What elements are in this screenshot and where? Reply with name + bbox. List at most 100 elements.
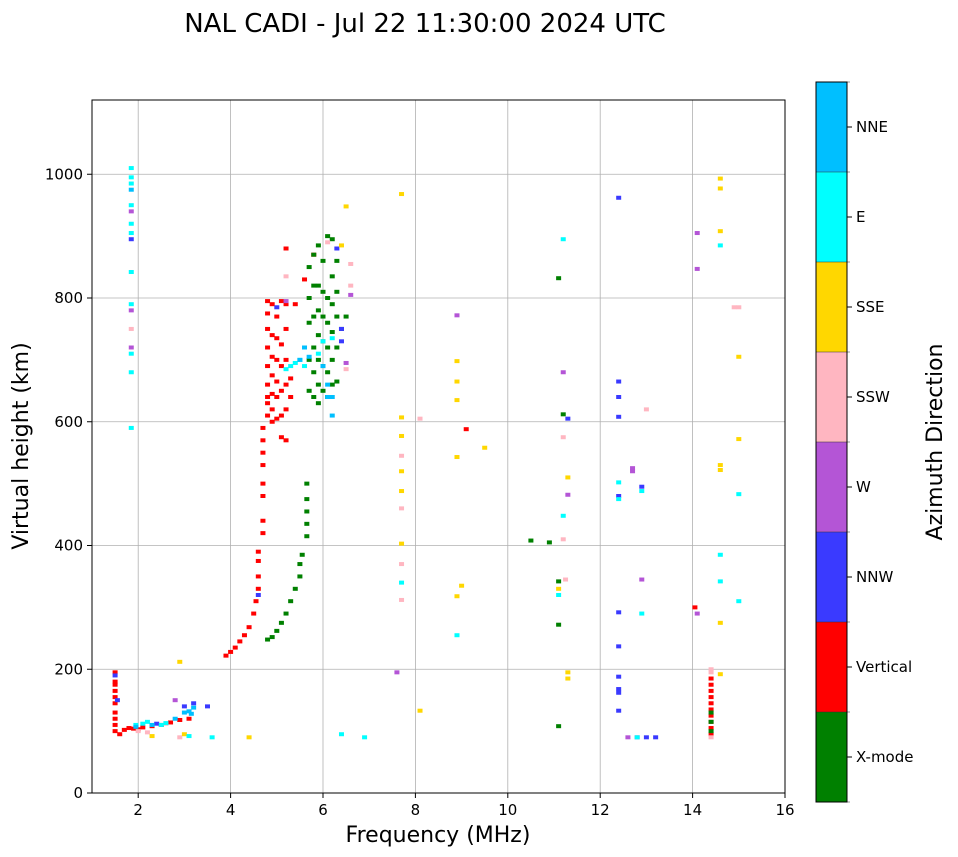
plot-frame bbox=[91, 99, 786, 794]
data-point-x-mode bbox=[334, 314, 340, 319]
data-point-ssw bbox=[708, 670, 714, 675]
data-point-nne bbox=[325, 395, 331, 399]
colorbar-segment bbox=[816, 352, 847, 442]
data-point-x-mode bbox=[528, 538, 534, 543]
data-point-vertical bbox=[708, 732, 714, 737]
data-point-x-mode bbox=[269, 635, 275, 640]
data-point-x-mode bbox=[297, 574, 303, 579]
data-point-e bbox=[128, 370, 134, 375]
data-point-x-mode bbox=[278, 620, 284, 625]
colorbar-tick-label: W bbox=[856, 478, 871, 496]
data-point-sse bbox=[717, 463, 723, 468]
data-point-vertical bbox=[260, 450, 266, 455]
chart-title: NAL CADI - Jul 22 11:30:00 2024 UTC bbox=[184, 9, 666, 39]
y-tick-label: 0 bbox=[73, 784, 83, 802]
data-point-e bbox=[560, 513, 566, 518]
data-point-e bbox=[128, 270, 134, 275]
data-point-x-mode bbox=[320, 258, 326, 263]
data-point-nnw bbox=[616, 674, 622, 679]
colorbar-segment bbox=[816, 712, 847, 802]
data-point-nnw bbox=[643, 735, 649, 740]
data-point-sse bbox=[565, 670, 571, 675]
data-point-e bbox=[362, 735, 368, 740]
data-point-x-mode bbox=[306, 388, 312, 393]
data-point-vertical bbox=[283, 302, 289, 307]
data-point-e bbox=[717, 243, 723, 248]
data-point-vertical bbox=[228, 649, 234, 654]
data-point-x-mode bbox=[315, 283, 321, 288]
data-point-x-mode bbox=[334, 289, 340, 294]
data-point-nnw bbox=[616, 414, 622, 419]
data-point-ssw bbox=[708, 735, 714, 740]
data-point-sse bbox=[556, 586, 562, 591]
data-point-e bbox=[128, 351, 134, 356]
data-point-w bbox=[560, 370, 566, 375]
data-point-nne bbox=[181, 710, 187, 715]
colorbar: X-mode Vertical NNW W SSW SSE E NNE bbox=[815, 81, 913, 803]
data-point-ssw bbox=[399, 506, 405, 511]
data-point-w bbox=[283, 299, 289, 304]
data-point-e bbox=[128, 175, 134, 180]
data-point-x-mode bbox=[274, 628, 280, 633]
data-point-nnw bbox=[114, 698, 120, 703]
data-point-x-mode bbox=[311, 370, 317, 375]
data-point-x-mode bbox=[315, 382, 321, 387]
data-point-w bbox=[343, 360, 349, 365]
data-point-x-mode bbox=[306, 265, 312, 270]
data-point-sse bbox=[181, 732, 187, 737]
data-point-e bbox=[128, 425, 134, 430]
data-point-x-mode bbox=[315, 243, 321, 248]
data-point-e bbox=[338, 732, 344, 737]
data-point-vertical bbox=[278, 342, 284, 347]
data-point-nne bbox=[172, 716, 178, 721]
data-point-e bbox=[717, 579, 723, 584]
data-point-ssw bbox=[563, 577, 569, 582]
data-point-vertical bbox=[283, 407, 289, 412]
data-point-vertical bbox=[117, 732, 123, 737]
data-point-vertical bbox=[237, 639, 243, 644]
data-point-x-mode bbox=[325, 345, 331, 350]
data-point-ssw bbox=[325, 240, 331, 245]
data-point-x-mode bbox=[315, 308, 321, 313]
data-point-e bbox=[186, 734, 192, 739]
y-tick-label: 600 bbox=[54, 413, 83, 431]
data-point-e bbox=[283, 367, 289, 372]
data-point-sse bbox=[399, 415, 405, 420]
data-point-x-mode bbox=[304, 521, 310, 526]
data-point-nne bbox=[306, 354, 312, 359]
data-point-x-mode bbox=[556, 724, 562, 729]
data-point-x-mode bbox=[292, 586, 298, 591]
colorbar-tick-label: X-mode bbox=[856, 748, 913, 766]
data-point-vertical bbox=[255, 549, 261, 554]
data-point-x-mode bbox=[304, 509, 310, 514]
data-point-vertical bbox=[274, 395, 280, 399]
data-point-e bbox=[320, 339, 326, 344]
data-point-vertical bbox=[265, 364, 271, 369]
colorbar-tick-label: Vertical bbox=[856, 658, 912, 676]
data-point-x-mode bbox=[306, 357, 312, 362]
data-point-w bbox=[694, 611, 700, 616]
data-point-nne bbox=[149, 722, 155, 727]
data-point-e bbox=[292, 360, 298, 365]
data-point-x-mode bbox=[320, 388, 326, 393]
colorbar-segment bbox=[816, 82, 847, 172]
data-point-x-mode bbox=[329, 382, 335, 387]
data-point-w bbox=[128, 345, 134, 350]
data-point-e bbox=[209, 735, 215, 740]
plot-area bbox=[92, 100, 785, 793]
data-point-e bbox=[560, 237, 566, 242]
y-tick-label: 1000 bbox=[45, 165, 83, 183]
colorbar-tick-label: SSW bbox=[856, 388, 890, 406]
data-point-x-mode bbox=[329, 274, 335, 279]
data-point-e bbox=[736, 599, 742, 604]
data-point-sse bbox=[736, 437, 742, 442]
data-point-w bbox=[565, 492, 571, 497]
data-point-vertical bbox=[269, 333, 275, 338]
data-point-sse bbox=[454, 398, 460, 403]
data-point-vertical bbox=[269, 302, 275, 307]
data-point-x-mode bbox=[311, 252, 317, 257]
data-point-vertical bbox=[265, 345, 271, 350]
data-point-ssw bbox=[560, 435, 566, 440]
data-point-e bbox=[454, 633, 460, 638]
